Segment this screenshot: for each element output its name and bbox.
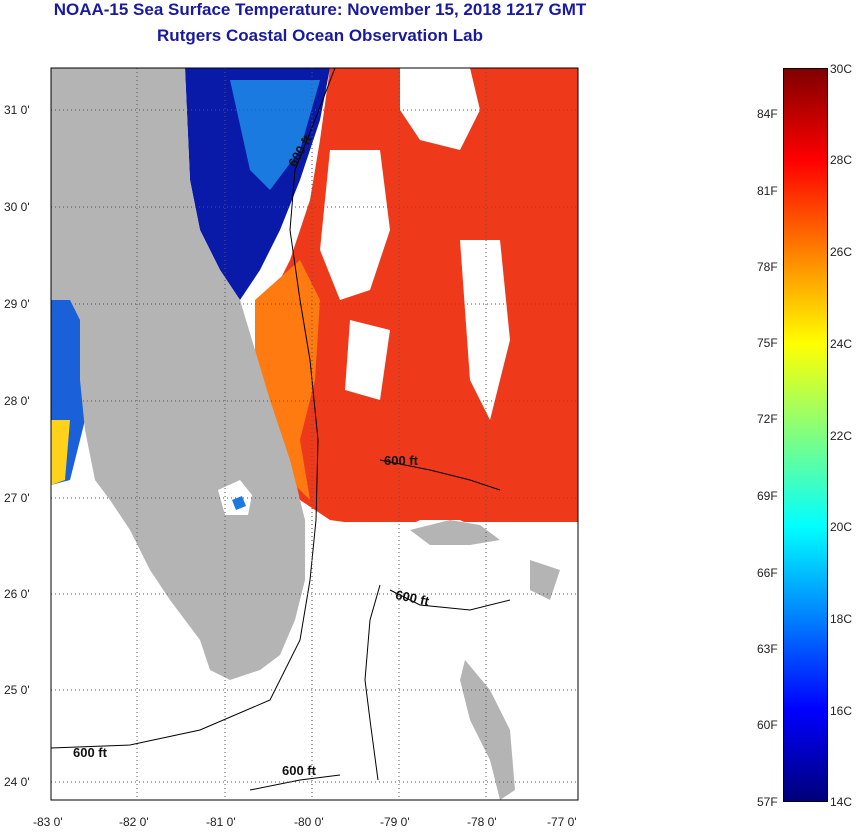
celsius-label: 28C xyxy=(830,153,853,167)
land-island xyxy=(530,560,560,600)
celsius-label: 14C xyxy=(830,795,853,809)
lat-label: 24 0' xyxy=(4,775,30,789)
fahrenheit-label: 75F xyxy=(757,336,778,350)
land-mainland xyxy=(51,68,305,680)
lon-label: -81 0' xyxy=(206,815,236,829)
lat-label: 28 0' xyxy=(4,394,30,408)
lat-label: 30 0' xyxy=(4,200,30,214)
fahrenheit-label: 69F xyxy=(757,489,778,503)
cloud-patch xyxy=(460,240,510,420)
celsius-label: 18C xyxy=(830,612,853,626)
fahrenheit-label: 60F xyxy=(757,718,778,732)
land-island xyxy=(410,520,500,545)
sst-gulf-warm xyxy=(51,420,70,485)
map-border xyxy=(50,67,579,801)
temperature-colorbar xyxy=(783,68,828,802)
sst-cool-region xyxy=(230,80,320,190)
celsius-label: 24C xyxy=(830,337,853,351)
lat-label: 29 0' xyxy=(4,297,30,311)
celsius-label: 30C xyxy=(830,62,853,76)
map-subtitle: Rutgers Coastal Ocean Observation Lab xyxy=(157,26,483,45)
land-island xyxy=(460,660,515,800)
map-title: NOAA-15 Sea Surface Temperature: Novembe… xyxy=(53,0,587,19)
fahrenheit-label: 81F xyxy=(757,184,778,198)
fahrenheit-label: 72F xyxy=(757,412,778,426)
lat-label: 31 0' xyxy=(4,103,30,117)
celsius-label: 22C xyxy=(830,429,853,443)
lat-label: 27 0' xyxy=(4,491,30,505)
celsius-label: 16C xyxy=(830,704,853,718)
fahrenheit-label: 78F xyxy=(757,260,778,274)
fahrenheit-label: 66F xyxy=(757,566,778,580)
contour-lines xyxy=(51,68,511,791)
fahrenheit-label: 57F xyxy=(757,795,778,809)
celsius-label: 26C xyxy=(830,245,853,259)
lon-label: -80 0' xyxy=(294,815,324,829)
contour-label: 600 ft xyxy=(384,453,419,468)
lat-label: 25 0' xyxy=(4,683,30,697)
lon-label: -77 0' xyxy=(547,815,577,829)
cloud-patch xyxy=(400,68,480,150)
lake-ring xyxy=(232,496,246,510)
lon-label: -82 0' xyxy=(119,815,149,829)
contour-label: 600 ft xyxy=(394,587,431,609)
lon-label: -78 0' xyxy=(467,815,497,829)
celsius-label: 20C xyxy=(830,520,853,534)
contour-label: 600 ft xyxy=(282,763,317,778)
lon-label: -83 0' xyxy=(33,815,63,829)
fahrenheit-label: 63F xyxy=(757,642,778,656)
lat-label: 26 0' xyxy=(4,587,30,601)
cloud-patch xyxy=(345,320,390,400)
fahrenheit-label: 84F xyxy=(757,107,778,121)
cloud-patch xyxy=(320,150,390,300)
lon-label: -79 0' xyxy=(380,815,410,829)
contour-label: 600 ft xyxy=(73,745,108,760)
